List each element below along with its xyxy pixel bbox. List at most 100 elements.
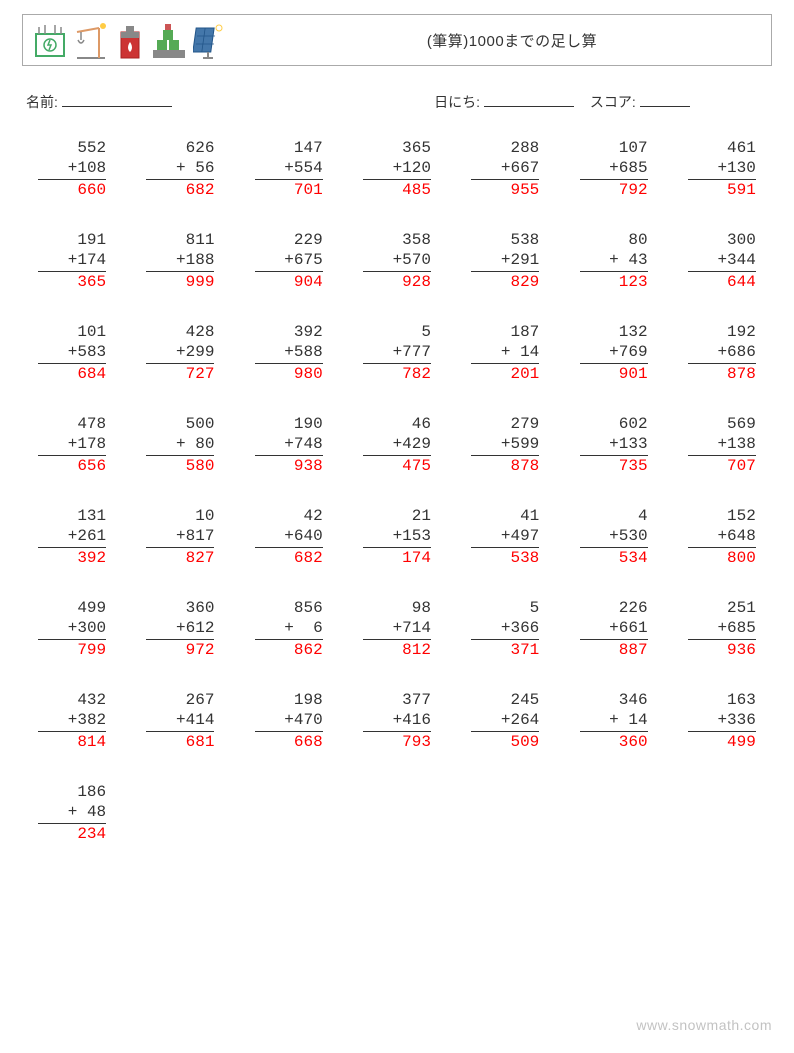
addend-bottom: +108 — [38, 158, 106, 180]
answer: 499 — [688, 732, 756, 752]
addend-bottom: + 43 — [580, 250, 648, 272]
addend-top: 461 — [688, 138, 756, 158]
addend-bottom: +261 — [38, 526, 106, 548]
addition-problem: 856+ 6862 — [255, 598, 323, 660]
addition-problem: 569+138707 — [688, 414, 756, 476]
addend-bottom: +133 — [580, 434, 648, 456]
addend-top: 46 — [363, 414, 431, 434]
addend-bottom: +178 — [38, 434, 106, 456]
addend-bottom: +382 — [38, 710, 106, 732]
addition-problem: 46+429475 — [363, 414, 431, 476]
addition-problem: 42+640682 — [255, 506, 323, 568]
addend-top: 152 — [688, 506, 756, 526]
addition-problem: 461+130591 — [688, 138, 756, 200]
addition-problem: 5+366371 — [471, 598, 539, 660]
addend-bottom: +336 — [688, 710, 756, 732]
addend-bottom: +777 — [363, 342, 431, 364]
addend-top: 358 — [363, 230, 431, 250]
addend-bottom: +497 — [471, 526, 539, 548]
addend-bottom: +675 — [255, 250, 323, 272]
watermark-text: www.snowmath.com — [636, 1017, 772, 1033]
worksheet-title: (筆算)1000までの足し算 — [223, 30, 761, 51]
battery-icon — [33, 22, 67, 60]
addend-bottom: +667 — [471, 158, 539, 180]
addend-bottom: +599 — [471, 434, 539, 456]
addition-problem: 10+817827 — [146, 506, 214, 568]
answer: 972 — [146, 640, 214, 660]
addend-bottom: +344 — [688, 250, 756, 272]
answer: 580 — [146, 456, 214, 476]
answer: 799 — [38, 640, 106, 660]
addend-bottom: +748 — [255, 434, 323, 456]
answer: 782 — [363, 364, 431, 384]
addend-top: 5 — [471, 598, 539, 618]
addend-bottom: +648 — [688, 526, 756, 548]
answer: 827 — [146, 548, 214, 568]
addend-top: 80 — [580, 230, 648, 250]
score-field: スコア: — [590, 92, 690, 112]
addend-top: 346 — [580, 690, 648, 710]
answer: 201 — [471, 364, 539, 384]
addition-problem: 191+174365 — [38, 230, 106, 292]
addition-problem: 267+414681 — [146, 690, 214, 752]
addition-problem: 552+108660 — [38, 138, 106, 200]
addition-problem: 251+685936 — [688, 598, 756, 660]
addition-problem: 602+133735 — [580, 414, 648, 476]
addend-top: 198 — [255, 690, 323, 710]
addend-bottom: + 48 — [38, 802, 106, 824]
addition-problem: 626+ 56682 — [146, 138, 214, 200]
addend-bottom: + 14 — [471, 342, 539, 364]
addend-top: 428 — [146, 322, 214, 342]
addend-bottom: +366 — [471, 618, 539, 640]
answer: 485 — [363, 180, 431, 200]
addend-bottom: + 80 — [146, 434, 214, 456]
answer: 878 — [471, 456, 539, 476]
answer: 174 — [363, 548, 431, 568]
addition-problem: 98+714812 — [363, 598, 431, 660]
addend-bottom: +138 — [688, 434, 756, 456]
addition-problem: 500+ 80580 — [146, 414, 214, 476]
cargo-icon — [151, 22, 187, 60]
addend-top: 226 — [580, 598, 648, 618]
answer: 887 — [580, 640, 648, 660]
addend-top: 187 — [471, 322, 539, 342]
watermark: www.snowmath.com — [636, 1017, 772, 1033]
addition-problem: 107+685792 — [580, 138, 648, 200]
addend-top: 21 — [363, 506, 431, 526]
addend-bottom: +120 — [363, 158, 431, 180]
addition-problem: 41+497538 — [471, 506, 539, 568]
addend-top: 432 — [38, 690, 106, 710]
header: (筆算)1000までの足し算 — [22, 14, 772, 66]
addend-bottom: +817 — [146, 526, 214, 548]
answer: 371 — [471, 640, 539, 660]
answer: 812 — [363, 640, 431, 660]
addend-bottom: +769 — [580, 342, 648, 364]
answer: 681 — [146, 732, 214, 752]
answer: 955 — [471, 180, 539, 200]
addition-problem: 5+777782 — [363, 322, 431, 384]
addend-bottom: +554 — [255, 158, 323, 180]
addition-problem: 811+188999 — [146, 230, 214, 292]
addition-problem: 279+599878 — [471, 414, 539, 476]
addition-problem: 186+ 48234 — [38, 782, 106, 844]
solar-icon — [193, 22, 223, 60]
addend-bottom: +416 — [363, 710, 431, 732]
info-row: 名前: 日にち: スコア: — [22, 92, 772, 112]
addend-bottom: + 56 — [146, 158, 214, 180]
addend-bottom: +612 — [146, 618, 214, 640]
addition-problem: 192+686878 — [688, 322, 756, 384]
addend-bottom: +174 — [38, 250, 106, 272]
addend-top: 163 — [688, 690, 756, 710]
addition-problem: 538+291829 — [471, 230, 539, 292]
addition-problem: 187+ 14201 — [471, 322, 539, 384]
problems-grid: 552+108660626+ 56682147+554701365+120485… — [22, 138, 772, 844]
answer: 793 — [363, 732, 431, 752]
addend-top: 251 — [688, 598, 756, 618]
addend-top: 267 — [146, 690, 214, 710]
answer: 668 — [255, 732, 323, 752]
name-label: 名前: — [26, 94, 58, 110]
addend-top: 279 — [471, 414, 539, 434]
addition-problem: 300+344644 — [688, 230, 756, 292]
addition-problem: 346+ 14360 — [580, 690, 648, 752]
addend-top: 41 — [471, 506, 539, 526]
